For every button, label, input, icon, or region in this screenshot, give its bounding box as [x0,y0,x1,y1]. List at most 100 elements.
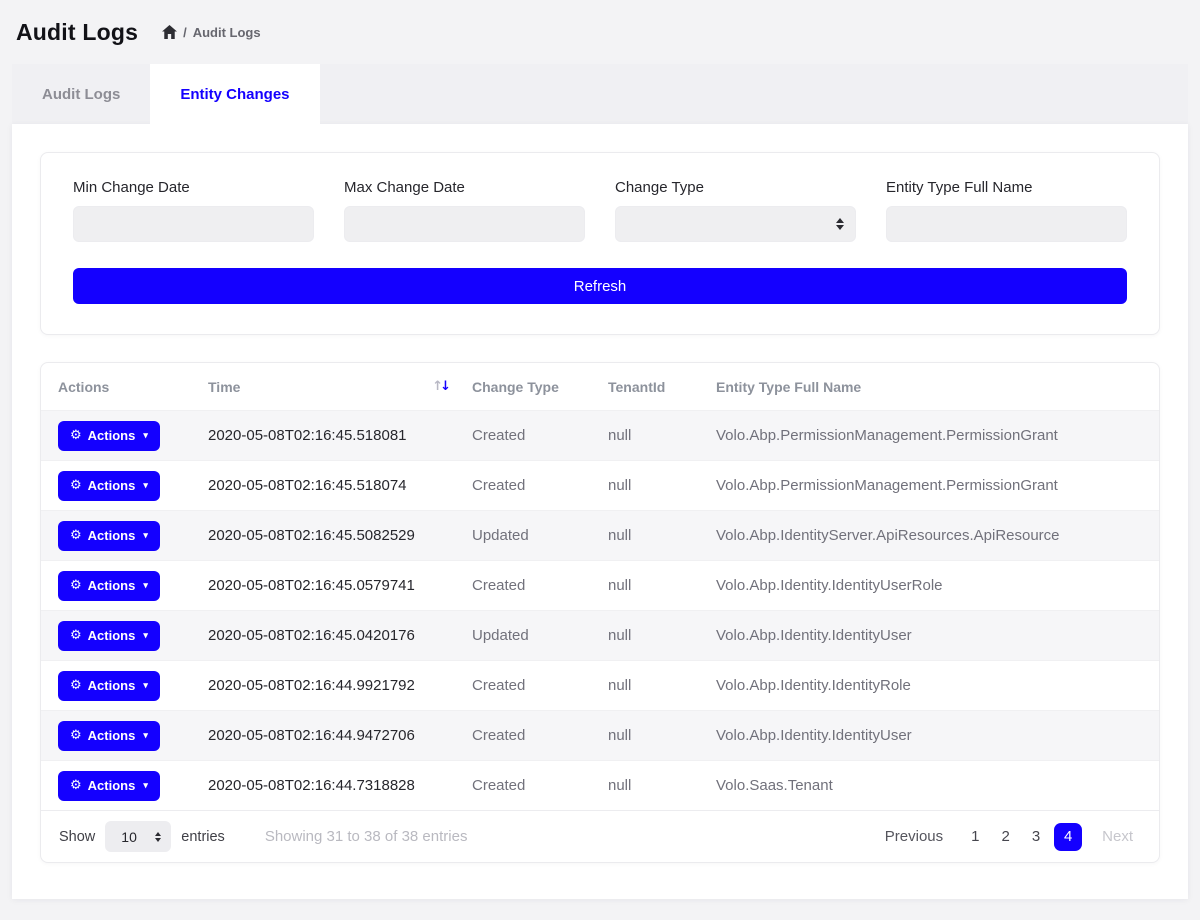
pagination-next[interactable]: Next [1102,828,1133,845]
time-cell: 2020-05-08T02:16:45.518074 [208,477,407,494]
tab-entity-changes[interactable]: Entity Changes [150,64,320,124]
row-actions-button[interactable]: ⚙ Actions ▾ [58,720,160,751]
caret-down-icon: ▾ [143,530,148,540]
tab-audit-logs[interactable]: Audit Logs [42,85,121,103]
column-header-time[interactable]: Time [208,378,241,395]
tenant-id-cell: null [608,677,632,694]
change-type-cell: Created [472,777,526,794]
home-icon[interactable] [162,25,178,39]
time-cell: 2020-05-08T02:16:44.9921792 [208,677,415,694]
change-type-cell: Created [472,427,526,444]
caret-down-icon: ▾ [143,730,148,740]
row-actions-button[interactable]: ⚙ Actions ▾ [58,570,160,601]
content-panel: Min Change Date Max Change Date Change T… [12,124,1188,899]
table-header-row: Actions Time ↑↓ Change Type TenantId Ent… [41,363,1159,410]
tenant-id-cell: null [608,527,632,544]
change-type-cell: Updated [472,627,529,644]
max-change-date-label: Max Change Date [344,179,465,196]
tenant-id-cell: null [608,577,632,594]
filter-change-type: Change Type [615,179,856,242]
change-type-cell: Created [472,577,526,594]
page-title: Audit Logs [16,18,139,45]
filter-entity-type-full-name: Entity Type Full Name [886,179,1127,242]
table-row: ⚙ Actions ▾ 2020-05-08T02:16:45.0420176 … [41,610,1159,660]
select-updown-icon [836,218,844,230]
entity-type-cell: Volo.Abp.Identity.IdentityUser [716,627,912,644]
filter-max-change-date: Max Change Date [344,179,585,242]
table-footer: Show 10 entries Showing 31 to 38 of 38 e… [41,810,1159,862]
time-cell: 2020-05-08T02:16:44.7318828 [208,777,415,794]
change-type-select[interactable] [615,206,856,242]
table-body: ⚙ Actions ▾ 2020-05-08T02:16:45.518081 C… [41,410,1159,810]
filter-min-change-date: Min Change Date [73,179,314,242]
caret-down-icon: ▾ [143,580,148,590]
caret-down-icon: ▾ [143,430,148,440]
gear-icon: ⚙ [70,528,82,543]
pagination-page-2[interactable]: 2 [1001,828,1010,845]
change-type-cell: Created [472,727,526,744]
entity-type-cell: Volo.Saas.Tenant [716,777,833,794]
entity-type-cell: Volo.Abp.Identity.IdentityUserRole [716,577,943,594]
entity-type-cell: Volo.Abp.IdentityServer.ApiResources.Api… [716,527,1060,544]
caret-down-icon: ▾ [143,480,148,490]
entries-label: entries [181,828,225,845]
pagination-page-1[interactable]: 1 [971,828,980,845]
gear-icon: ⚙ [70,478,82,493]
refresh-button[interactable]: Refresh [73,268,1127,304]
change-type-label: Change Type [615,179,704,196]
gear-icon: ⚙ [70,428,82,443]
time-cell: 2020-05-08T02:16:45.0420176 [208,627,415,644]
change-type-cell: Updated [472,527,529,544]
row-actions-button[interactable]: ⚙ Actions ▾ [58,520,160,551]
page-header: Audit Logs / Audit Logs [0,0,1200,64]
tenant-id-cell: null [608,777,632,794]
entity-type-full-name-label: Entity Type Full Name [886,179,1033,196]
min-change-date-input[interactable] [73,206,314,242]
entity-changes-table: Actions Time ↑↓ Change Type TenantId Ent… [40,362,1160,863]
entity-type-full-name-input[interactable] [886,206,1127,242]
row-actions-button[interactable]: ⚙ Actions ▾ [58,670,160,701]
table-row: ⚙ Actions ▾ 2020-05-08T02:16:45.518081 C… [41,410,1159,460]
caret-down-icon: ▾ [143,780,148,790]
min-change-date-label: Min Change Date [73,179,190,196]
page-size-value: 10 [121,828,137,845]
time-cell: 2020-05-08T02:16:45.5082529 [208,527,415,544]
filter-card: Min Change Date Max Change Date Change T… [40,152,1160,335]
table-row: ⚙ Actions ▾ 2020-05-08T02:16:45.5082529 … [41,510,1159,560]
breadcrumb-separator: / [183,24,187,40]
breadcrumb-current: Audit Logs [192,24,261,40]
column-header-actions: Actions [58,378,110,395]
pagination: Previous 1 2 3 4 Next [877,822,1141,851]
gear-icon: ⚙ [70,778,82,793]
pagination-previous[interactable]: Previous [884,828,944,845]
row-actions-button[interactable]: ⚙ Actions ▾ [58,470,160,501]
entity-type-cell: Volo.Abp.PermissionManagement.Permission… [716,477,1058,494]
caret-down-icon: ▾ [143,630,148,640]
time-cell: 2020-05-08T02:16:45.518081 [208,427,407,444]
tenant-id-cell: null [608,727,632,744]
row-actions-button[interactable]: ⚙ Actions ▾ [58,620,160,651]
entity-type-cell: Volo.Abp.Identity.IdentityRole [716,677,911,694]
row-actions-button[interactable]: ⚙ Actions ▾ [58,770,160,801]
tenant-id-cell: null [608,427,632,444]
column-header-tenant-id: TenantId [608,378,666,395]
sort-icon[interactable]: ↑↓ [432,379,451,394]
time-cell: 2020-05-08T02:16:44.9472706 [208,727,415,744]
gear-icon: ⚙ [70,628,82,643]
pagination-page-4[interactable]: 4 [1054,822,1083,851]
page-size-select[interactable]: 10 [105,821,172,852]
row-actions-button[interactable]: ⚙ Actions ▾ [58,420,160,451]
time-cell: 2020-05-08T02:16:45.0579741 [208,577,415,594]
select-updown-icon [155,831,162,842]
change-type-cell: Created [472,677,526,694]
table-row: ⚙ Actions ▾ 2020-05-08T02:16:45.0579741 … [41,560,1159,610]
show-label: Show [59,828,96,845]
entity-type-cell: Volo.Abp.PermissionManagement.Permission… [716,427,1058,444]
pagination-page-3[interactable]: 3 [1031,828,1041,845]
tenant-id-cell: null [608,477,632,494]
column-header-change-type: Change Type [472,378,559,395]
caret-down-icon: ▾ [143,680,148,690]
max-change-date-input[interactable] [344,206,585,242]
change-type-cell: Created [472,477,526,494]
column-header-entity-type-full-name: Entity Type Full Name [716,378,862,395]
